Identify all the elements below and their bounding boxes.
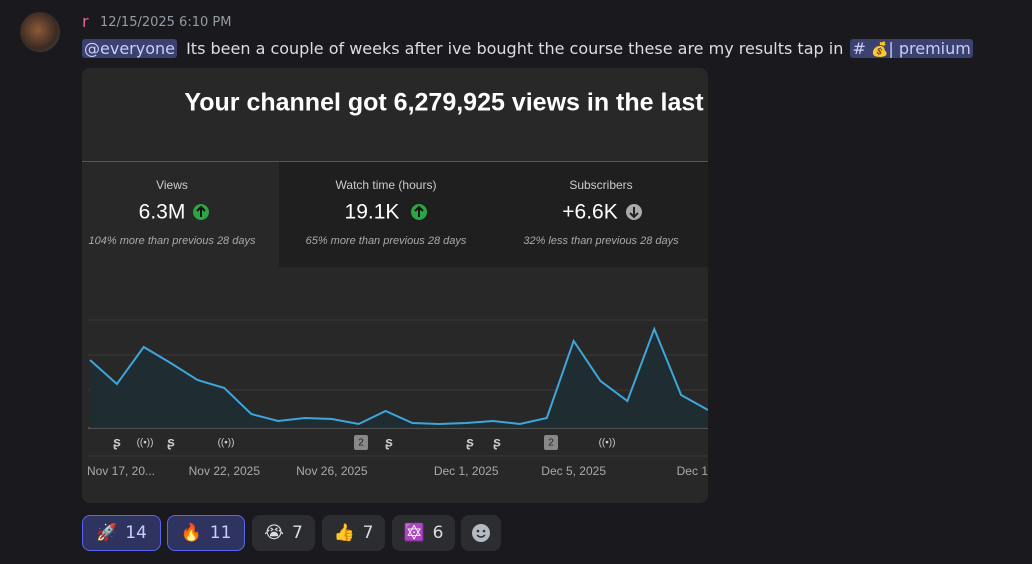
author[interactable]: r xyxy=(82,12,89,31)
line xyxy=(89,326,708,426)
x-tick-label: Nov 22, 2025 xyxy=(189,464,261,478)
embed-image[interactable]: Your channel got 6,279,925 views in the … xyxy=(82,68,708,503)
badge-label: 2 xyxy=(548,438,554,449)
reaction-emoji: 🔯 xyxy=(403,523,425,543)
reaction-count: 14 xyxy=(125,523,147,543)
smiley-icon xyxy=(472,524,490,542)
reaction[interactable]: 🔥 11 xyxy=(167,515,245,551)
live-icon: ((•)) xyxy=(218,438,235,449)
timestamp: 12/15/2025 6:10 PM xyxy=(100,15,232,30)
badge xyxy=(544,435,558,450)
message-text: Its been a couple of weeks after ive bou… xyxy=(186,39,844,58)
stat-label: Watch time (hours) xyxy=(336,178,437,192)
badge-label: 2 xyxy=(358,438,364,449)
shorts-icon: ʂ xyxy=(493,434,501,450)
avatar[interactable] xyxy=(20,12,60,52)
trend-arrow xyxy=(196,205,206,217)
reaction-count: 11 xyxy=(209,523,232,543)
stat-value: 19.1K xyxy=(345,201,400,224)
add-reaction[interactable] xyxy=(461,515,501,551)
x-tick-label: Dec 1 xyxy=(677,464,708,478)
reaction[interactable]: 🚀 14 xyxy=(82,515,161,551)
x-tick-label: Dec 1, 2025 xyxy=(434,464,499,478)
reaction-count: 7 xyxy=(362,523,374,543)
channel-hash: # xyxy=(852,39,866,58)
shorts-icon: ʂ xyxy=(385,434,393,450)
stat-cell xyxy=(494,162,708,267)
stat-note: 104% more than previous 28 days xyxy=(89,235,256,247)
x-tick-label: Nov 26, 2025 xyxy=(296,464,368,478)
channel-emoji: 💰 xyxy=(870,42,889,58)
shorts-icon: ʂ xyxy=(113,434,121,450)
reaction-emoji: 😭 xyxy=(264,523,285,543)
trend-arrow xyxy=(414,205,424,217)
channel-name: | premium xyxy=(888,39,971,58)
message-line: @everyone Its been a couple of weeks aft… xyxy=(82,39,973,58)
stat-note: 32% less than previous 28 days xyxy=(523,235,679,247)
reaction-emoji: 👍 xyxy=(333,523,355,543)
channel-link[interactable]: # 💰| premium xyxy=(850,39,973,58)
reaction-emoji: 🚀 xyxy=(96,523,118,543)
x-tick-label: Nov 17, 20... xyxy=(87,464,155,478)
reaction[interactable]: 🔯 6 xyxy=(392,515,455,551)
reaction-count: 7 xyxy=(292,523,303,543)
shorts-icon: ʂ xyxy=(167,434,175,450)
reaction-emoji: 🔥 xyxy=(180,523,202,543)
divider xyxy=(82,161,708,162)
stat-note: 65% more than previous 28 days xyxy=(306,235,467,247)
reaction[interactable]: 👍 7 xyxy=(322,515,385,551)
stat-label: Subscribers xyxy=(569,178,632,192)
mention[interactable]: @everyone xyxy=(82,39,177,58)
stat-value: 6.3M xyxy=(139,201,186,224)
badge xyxy=(354,435,368,450)
x-tick-label: Dec 5, 2025 xyxy=(541,464,606,478)
trend-arrow xyxy=(629,207,639,219)
line-area xyxy=(90,329,708,428)
embed-title: Your channel got 6,279,925 views in the … xyxy=(184,89,704,117)
live-icon: ((•)) xyxy=(137,438,154,449)
reaction[interactable]: 😭 7 xyxy=(252,515,315,551)
live-icon: ((•)) xyxy=(599,438,616,449)
stat-label: Views xyxy=(156,178,188,192)
stat-cell xyxy=(279,162,494,267)
reaction-count: 6 xyxy=(432,523,444,543)
stat-value: +6.6K xyxy=(562,201,617,224)
shorts-icon: ʂ xyxy=(466,434,474,450)
